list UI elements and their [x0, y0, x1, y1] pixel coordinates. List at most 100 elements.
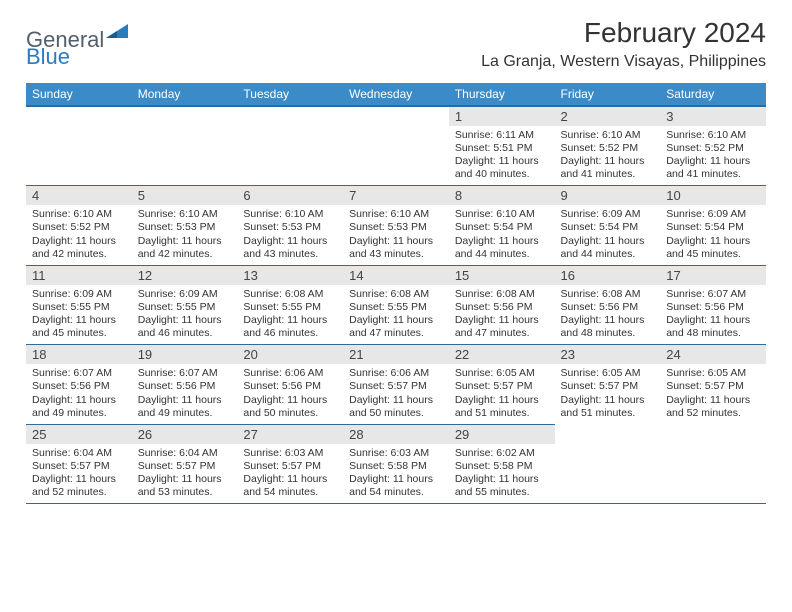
sunset-line: Sunset: 5:57 PM [666, 380, 760, 393]
header: General February 2024 La Granja, Western… [26, 18, 766, 71]
daynum-row: 45678910 [26, 186, 766, 206]
daylight-line: Daylight: 11 hours and 53 minutes. [138, 473, 232, 499]
daylight-line: Daylight: 11 hours and 42 minutes. [138, 235, 232, 261]
daylight-line: Daylight: 11 hours and 40 minutes. [455, 155, 549, 181]
day-number: 16 [555, 265, 661, 285]
daynum-row: 11121314151617 [26, 265, 766, 285]
logo-blue-wrap: Blue [26, 44, 70, 70]
day-number: 1 [449, 106, 555, 126]
sunset-line: Sunset: 5:53 PM [138, 221, 232, 234]
day-number: 20 [237, 345, 343, 365]
weekday-header: Saturday [660, 83, 766, 106]
empty-cell [555, 424, 661, 444]
day-number: 5 [132, 186, 238, 206]
empty-cell [343, 106, 449, 126]
daylight-line: Daylight: 11 hours and 52 minutes. [32, 473, 126, 499]
day-number: 28 [343, 424, 449, 444]
day-cell: Sunrise: 6:10 AMSunset: 5:53 PMDaylight:… [237, 205, 343, 265]
sunrise-line: Sunrise: 6:07 AM [666, 288, 760, 301]
empty-cell [343, 126, 449, 186]
daylight-line: Daylight: 11 hours and 51 minutes. [455, 394, 549, 420]
sunrise-line: Sunrise: 6:03 AM [243, 447, 337, 460]
weekday-header: Wednesday [343, 83, 449, 106]
day-cell: Sunrise: 6:08 AMSunset: 5:56 PMDaylight:… [555, 285, 661, 345]
sunset-line: Sunset: 5:57 PM [243, 460, 337, 473]
day-cell: Sunrise: 6:09 AMSunset: 5:54 PMDaylight:… [660, 205, 766, 265]
sunset-line: Sunset: 5:52 PM [561, 142, 655, 155]
day-number: 19 [132, 345, 238, 365]
sunset-line: Sunset: 5:56 PM [561, 301, 655, 314]
day-number: 26 [132, 424, 238, 444]
content-row: Sunrise: 6:04 AMSunset: 5:57 PMDaylight:… [26, 444, 766, 504]
daylight-line: Daylight: 11 hours and 52 minutes. [666, 394, 760, 420]
sunrise-line: Sunrise: 6:10 AM [561, 129, 655, 142]
day-number: 23 [555, 345, 661, 365]
sunrise-line: Sunrise: 6:07 AM [32, 367, 126, 380]
location: La Granja, Western Visayas, Philippines [481, 53, 766, 71]
day-number: 24 [660, 345, 766, 365]
sunrise-line: Sunrise: 6:09 AM [32, 288, 126, 301]
daynum-row: 123 [26, 106, 766, 126]
sunset-line: Sunset: 5:56 PM [455, 301, 549, 314]
empty-cell [660, 444, 766, 504]
day-cell: Sunrise: 6:10 AMSunset: 5:54 PMDaylight:… [449, 205, 555, 265]
day-cell: Sunrise: 6:09 AMSunset: 5:55 PMDaylight:… [26, 285, 132, 345]
day-number: 15 [449, 265, 555, 285]
sunset-line: Sunset: 5:56 PM [32, 380, 126, 393]
sunrise-line: Sunrise: 6:08 AM [349, 288, 443, 301]
weekday-header: Friday [555, 83, 661, 106]
daylight-line: Daylight: 11 hours and 48 minutes. [561, 314, 655, 340]
day-cell: Sunrise: 6:05 AMSunset: 5:57 PMDaylight:… [660, 364, 766, 424]
sunset-line: Sunset: 5:56 PM [138, 380, 232, 393]
daylight-line: Daylight: 11 hours and 45 minutes. [32, 314, 126, 340]
day-cell: Sunrise: 6:04 AMSunset: 5:57 PMDaylight:… [132, 444, 238, 504]
sunrise-line: Sunrise: 6:07 AM [138, 367, 232, 380]
day-cell: Sunrise: 6:07 AMSunset: 5:56 PMDaylight:… [660, 285, 766, 345]
sunrise-line: Sunrise: 6:05 AM [455, 367, 549, 380]
daynum-row: 18192021222324 [26, 345, 766, 365]
day-number: 8 [449, 186, 555, 206]
day-number: 12 [132, 265, 238, 285]
day-number: 14 [343, 265, 449, 285]
sunrise-line: Sunrise: 6:10 AM [666, 129, 760, 142]
day-number: 9 [555, 186, 661, 206]
day-cell: Sunrise: 6:07 AMSunset: 5:56 PMDaylight:… [132, 364, 238, 424]
daylight-line: Daylight: 11 hours and 54 minutes. [349, 473, 443, 499]
day-number: 11 [26, 265, 132, 285]
sunset-line: Sunset: 5:52 PM [32, 221, 126, 234]
title-block: February 2024 La Granja, Western Visayas… [481, 18, 766, 71]
sunrise-line: Sunrise: 6:08 AM [561, 288, 655, 301]
sunrise-line: Sunrise: 6:03 AM [349, 447, 443, 460]
daylight-line: Daylight: 11 hours and 42 minutes. [32, 235, 126, 261]
sunset-line: Sunset: 5:52 PM [666, 142, 760, 155]
day-cell: Sunrise: 6:06 AMSunset: 5:57 PMDaylight:… [343, 364, 449, 424]
day-cell: Sunrise: 6:09 AMSunset: 5:55 PMDaylight:… [132, 285, 238, 345]
day-cell: Sunrise: 6:04 AMSunset: 5:57 PMDaylight:… [26, 444, 132, 504]
empty-cell [237, 106, 343, 126]
content-row: Sunrise: 6:11 AMSunset: 5:51 PMDaylight:… [26, 126, 766, 186]
day-cell: Sunrise: 6:10 AMSunset: 5:53 PMDaylight:… [132, 205, 238, 265]
sunrise-line: Sunrise: 6:06 AM [349, 367, 443, 380]
sunrise-line: Sunrise: 6:11 AM [455, 129, 549, 142]
day-cell: Sunrise: 6:11 AMSunset: 5:51 PMDaylight:… [449, 126, 555, 186]
sunrise-line: Sunrise: 6:10 AM [349, 208, 443, 221]
sunset-line: Sunset: 5:54 PM [455, 221, 549, 234]
logo-mark-icon [106, 24, 128, 47]
day-cell: Sunrise: 6:08 AMSunset: 5:55 PMDaylight:… [237, 285, 343, 345]
sunset-line: Sunset: 5:53 PM [243, 221, 337, 234]
sunset-line: Sunset: 5:56 PM [243, 380, 337, 393]
day-cell: Sunrise: 6:10 AMSunset: 5:52 PMDaylight:… [26, 205, 132, 265]
sunset-line: Sunset: 5:58 PM [455, 460, 549, 473]
sunrise-line: Sunrise: 6:09 AM [138, 288, 232, 301]
daylight-line: Daylight: 11 hours and 54 minutes. [243, 473, 337, 499]
sunrise-line: Sunrise: 6:09 AM [561, 208, 655, 221]
day-number: 10 [660, 186, 766, 206]
sunset-line: Sunset: 5:57 PM [138, 460, 232, 473]
weekday-header: Sunday [26, 83, 132, 106]
content-row: Sunrise: 6:09 AMSunset: 5:55 PMDaylight:… [26, 285, 766, 345]
day-cell: Sunrise: 6:03 AMSunset: 5:57 PMDaylight:… [237, 444, 343, 504]
weekday-header: Monday [132, 83, 238, 106]
daylight-line: Daylight: 11 hours and 46 minutes. [243, 314, 337, 340]
sunrise-line: Sunrise: 6:08 AM [243, 288, 337, 301]
sunset-line: Sunset: 5:57 PM [455, 380, 549, 393]
